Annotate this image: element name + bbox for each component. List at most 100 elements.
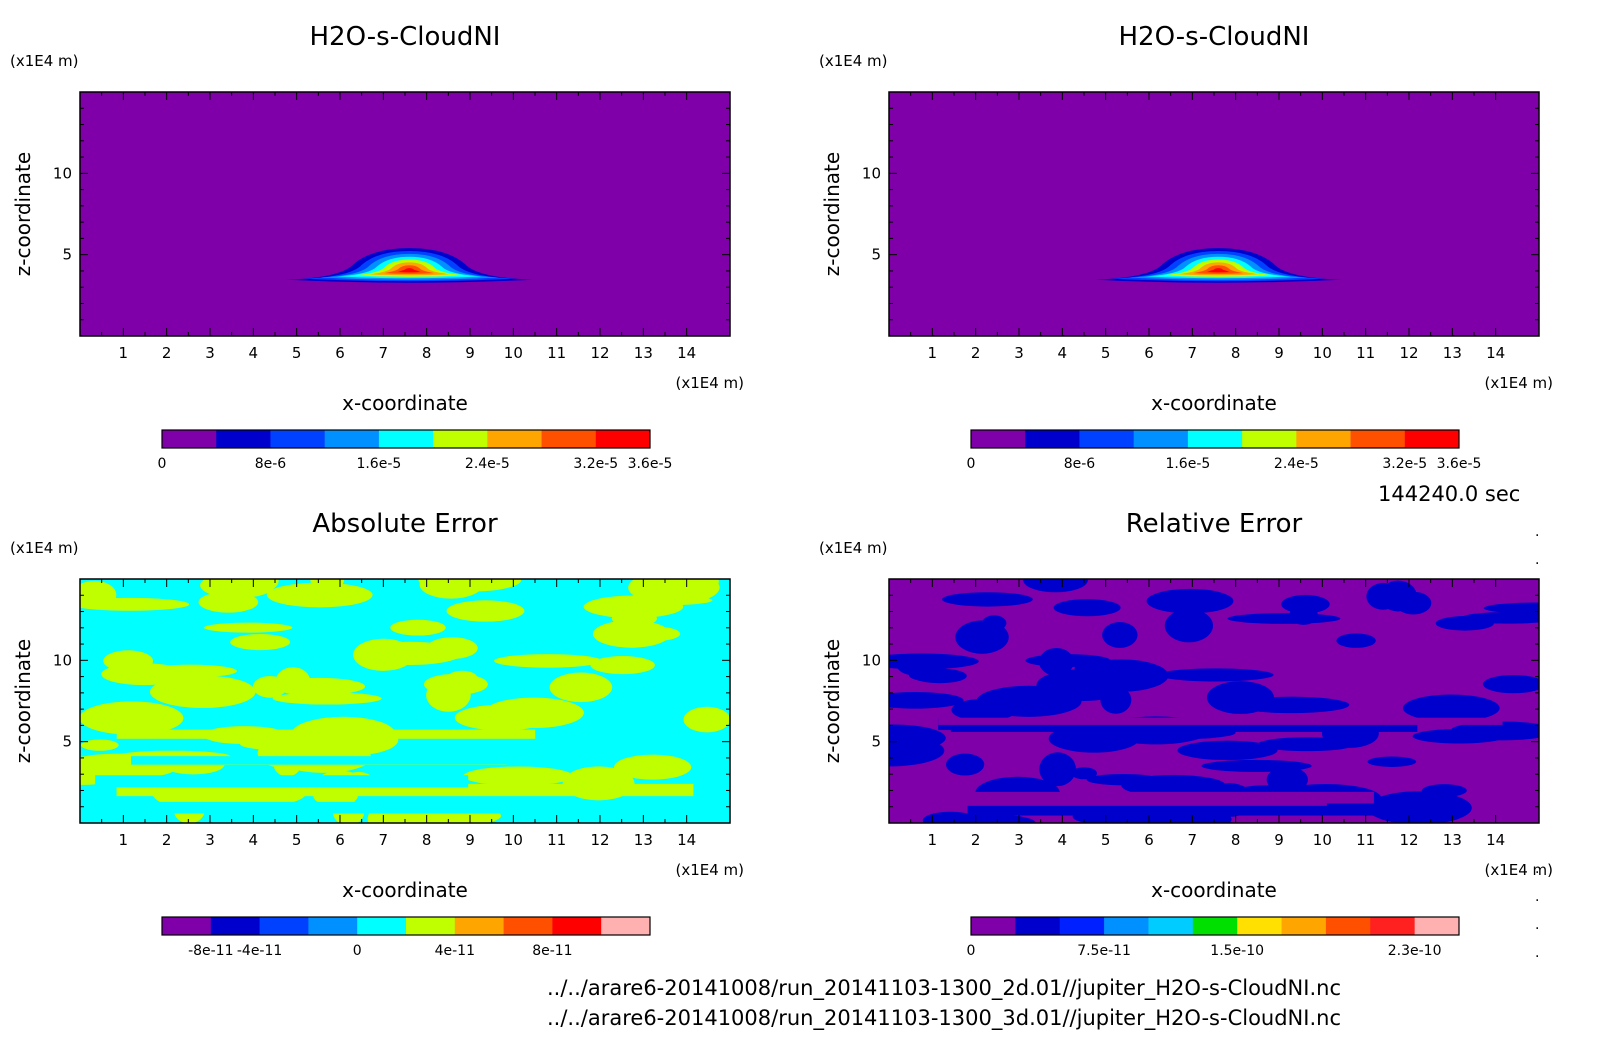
- colorbar-label: 2.3e-10: [1388, 943, 1442, 959]
- x-tick-label: 13: [634, 831, 653, 849]
- colorbar-label: 4e-11: [435, 943, 475, 959]
- x-axis-label: x-coordinate: [1151, 391, 1277, 415]
- contour-patch: [198, 591, 259, 613]
- colorbar-label: 1.6e-5: [1165, 456, 1210, 472]
- x-tick-label: 4: [1058, 831, 1068, 849]
- contour-patch: [1461, 611, 1539, 624]
- contour-patch: [149, 675, 256, 709]
- y-scale-label: (x1E4 m): [10, 539, 79, 557]
- contour-patch: [272, 692, 382, 705]
- colorbar-label: 3.6e-5: [628, 456, 673, 472]
- panel-2: H2O-s-CloudNI(x1E4 m)(x1E4 m)1 2 3 4 5 6 7 8 9 10…: [819, 22, 1553, 472]
- x-tick-label: 10: [504, 344, 523, 362]
- plot-area: [80, 579, 730, 823]
- panel-4: Relative Error(x1E4 m)(x1E4 m)1 2 3 4 5 6 7 8 9 1…: [819, 509, 1553, 959]
- contour-patch: [945, 753, 985, 776]
- x-tick-label: 9: [465, 344, 475, 362]
- colorbar-label: 2.4e-5: [465, 456, 510, 472]
- panel-3: Absolute Error(x1E4 m)(x1E4 m)1 2 3 4 5 6 7 8 9 1…: [10, 509, 744, 959]
- x-tick-label: 13: [634, 344, 653, 362]
- colorbar-swatch: [1192, 917, 1238, 935]
- y-tick-label: 5: [871, 733, 881, 751]
- colorbar-swatch: [1059, 917, 1105, 935]
- contour-patch: [1206, 681, 1274, 715]
- colorbar-label: 1.5e-10: [1210, 943, 1264, 959]
- contour-patch: [80, 701, 184, 735]
- x-tick-label: 12: [590, 344, 609, 362]
- contour-patch: [357, 641, 463, 666]
- x-tick-label: 8: [422, 831, 432, 849]
- contour-patch: [889, 691, 964, 709]
- colorbar-swatch: [1350, 430, 1406, 448]
- colorbar-label: 3.2e-5: [1382, 456, 1427, 472]
- colorbar-swatch: [1296, 430, 1352, 448]
- x-tick-label: 12: [1399, 344, 1418, 362]
- colorbar-label: 0: [353, 943, 362, 959]
- colorbar-swatch: [454, 917, 505, 935]
- y-tick-label: 10: [862, 651, 881, 669]
- contour-band: [116, 729, 536, 739]
- contour-patch: [976, 685, 1082, 717]
- colorbar-label: 0: [158, 456, 167, 472]
- x-tick-label: 9: [465, 831, 475, 849]
- contour-patch: [1289, 605, 1318, 625]
- contour-patch: [1257, 737, 1357, 752]
- y-axis-label: z-coordinate: [820, 639, 844, 763]
- x-tick-label: 14: [677, 344, 696, 362]
- colorbar-label: 8e-6: [1064, 456, 1096, 472]
- x-tick-label: 11: [1356, 831, 1375, 849]
- x-tick-label: 2: [162, 344, 172, 362]
- colorbar-label: -4e-11: [237, 943, 282, 959]
- contour-patch: [275, 667, 311, 695]
- x-tick-label: 13: [1443, 344, 1462, 362]
- x-tick-label: 3: [205, 344, 215, 362]
- colorbar-label: 1.6e-5: [356, 456, 401, 472]
- colorbar-swatch: [1133, 430, 1189, 448]
- contour-patch: [239, 738, 316, 751]
- contour-patch: [446, 600, 525, 622]
- x-tick-label: 9: [1274, 831, 1284, 849]
- contour-patch: [942, 592, 1033, 607]
- contour-patch: [628, 579, 720, 605]
- x-axis-label: x-coordinate: [1151, 878, 1277, 902]
- colorbar-swatch: [308, 917, 358, 935]
- colorbar-swatch: [216, 430, 271, 448]
- contour-background: [80, 92, 730, 336]
- x-axis-label: x-coordinate: [342, 878, 468, 902]
- colorbar-swatch: [1104, 917, 1149, 935]
- contour-patch: [889, 728, 930, 746]
- plot-area: [889, 92, 1539, 336]
- x-tick-label: 6: [335, 831, 345, 849]
- contour-patch: [1053, 599, 1121, 617]
- file-path-3d: ../../arare6-20141008/run_20141103-1300_…: [547, 1006, 1341, 1030]
- colorbar-swatch: [210, 917, 261, 935]
- colorbar-swatch: [406, 917, 456, 935]
- x-tick-label: 14: [1486, 344, 1505, 362]
- contour-patch: [1071, 767, 1098, 780]
- contour-band: [898, 794, 1327, 806]
- x-tick-label: 3: [1014, 831, 1024, 849]
- x-tick-label: 11: [1356, 344, 1375, 362]
- x-scale-label: (x1E4 m): [1484, 374, 1553, 392]
- colorbar-swatch: [259, 917, 309, 935]
- x-tick-label: 10: [1313, 344, 1332, 362]
- contour-patch: [1336, 633, 1376, 648]
- contour-patch: [80, 739, 119, 751]
- contour-patch: [1227, 613, 1341, 624]
- colorbar-label: 0: [967, 456, 976, 472]
- plot-area: [889, 579, 1539, 823]
- y-tick-label: 5: [62, 246, 72, 264]
- contour-level-8: [1207, 268, 1230, 273]
- x-tick-label: 2: [162, 831, 172, 849]
- x-tick-label: 7: [1188, 344, 1198, 362]
- contour-patch: [310, 579, 345, 590]
- colorbar-swatch: [1370, 917, 1416, 935]
- x-tick-label: 1: [928, 344, 938, 362]
- contour-patch: [1074, 657, 1103, 682]
- colorbar-swatch: [541, 430, 597, 448]
- contour-patch: [896, 653, 933, 676]
- x-tick-label: 12: [590, 831, 609, 849]
- y-axis-label: z-coordinate: [11, 639, 35, 763]
- y-tick-label: 10: [53, 651, 72, 669]
- colorbar-label: 3.6e-5: [1437, 456, 1482, 472]
